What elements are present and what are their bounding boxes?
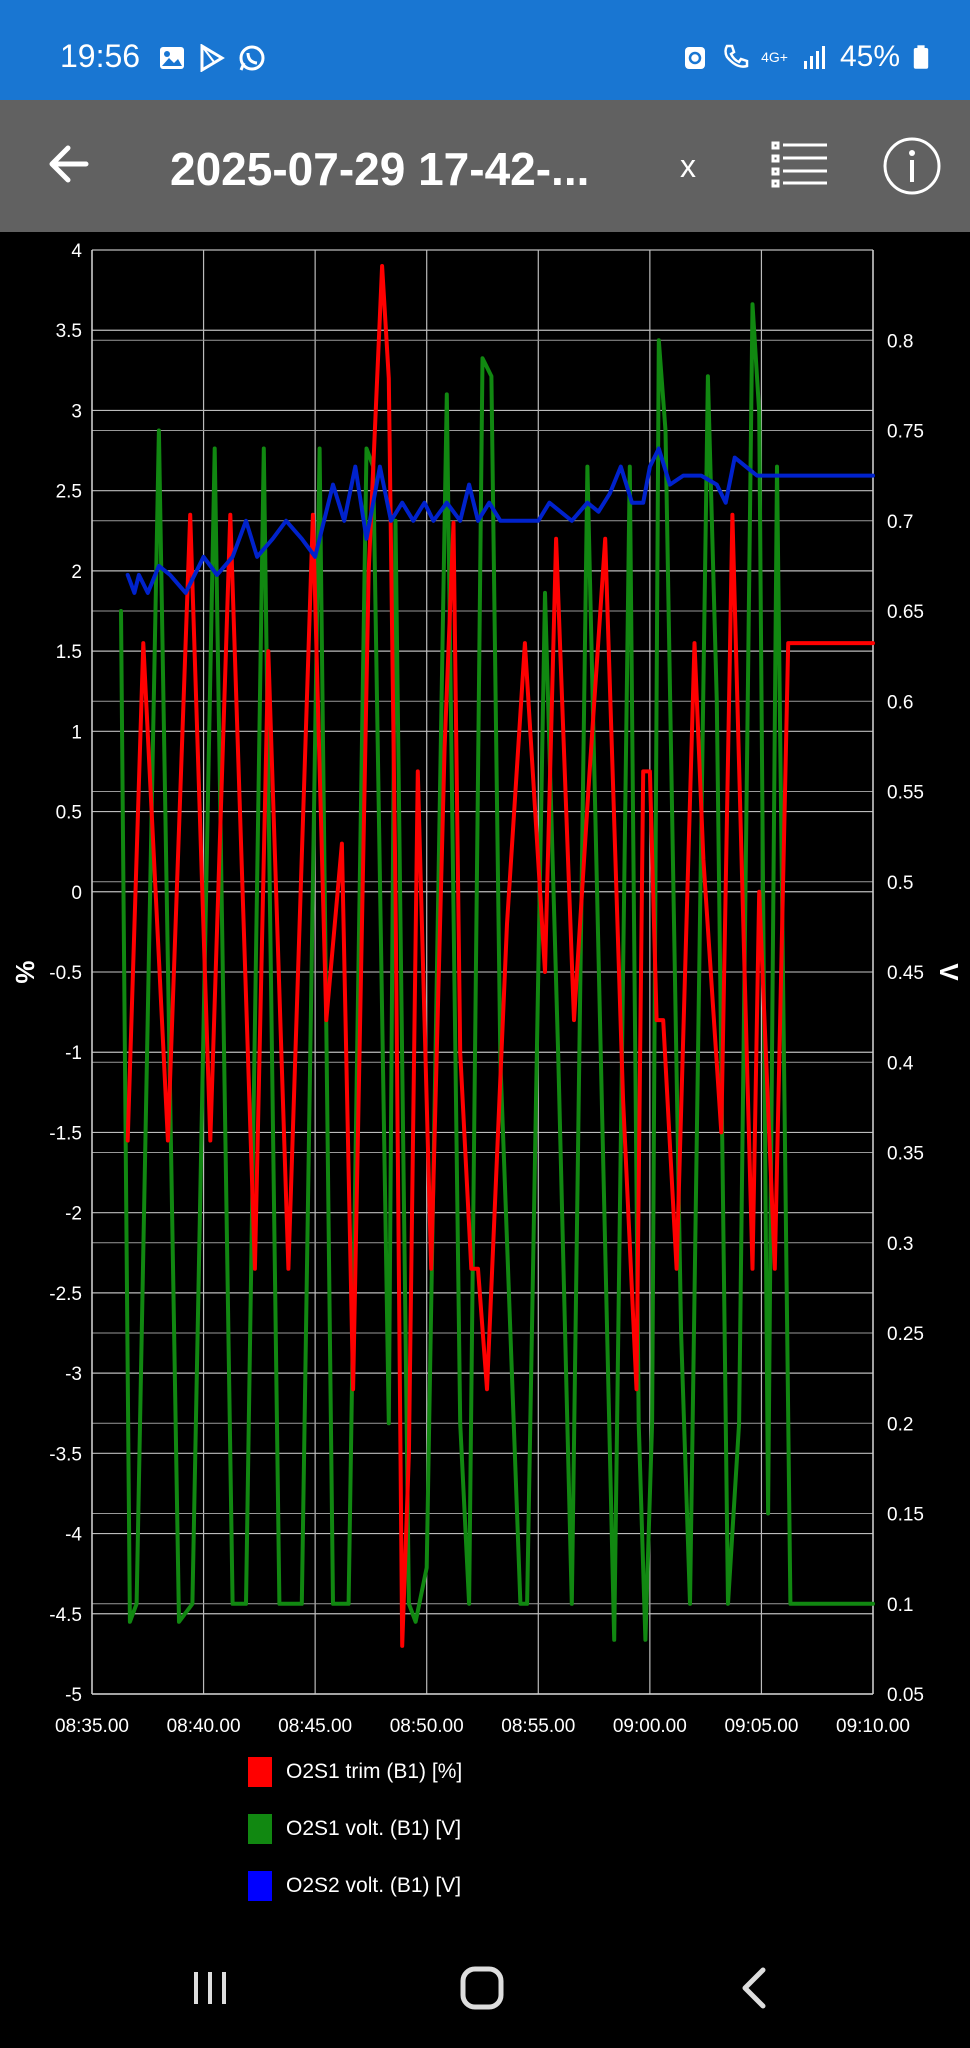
left-tick-label: 1 [71,722,82,743]
left-tick-label: -2.5 [49,1284,82,1305]
left-tick-label: 2.5 [56,482,82,503]
recents-icon [194,1972,226,2004]
right-tick-label: 0.05 [887,1685,924,1706]
network-type: 4G+ [761,49,788,65]
right-tick-label: 0.7 [887,512,913,533]
close-label: x [680,147,696,184]
left-tick-label: -3.5 [49,1444,82,1465]
whatsapp-icon [239,45,265,71]
line-chart[interactable]: 08:35.00 08:40.00 08:45.00 08:50.00 08:55.00… [0,232,970,1752]
legend-label: O2S1 volt. (B1) [V] [286,1817,462,1840]
right-tick-label: 0.45 [887,963,924,984]
legend-item: O2S1 volt. (B1) [V] [248,1805,462,1853]
right-tick-label: 0.75 [887,422,924,443]
left-tick-label: 3 [71,401,82,422]
navigation-bar [0,1920,970,2048]
info-button[interactable] [880,134,944,198]
nav-back-button[interactable] [714,1948,794,2028]
info-icon [883,137,941,195]
left-tick-label: -4.5 [49,1605,82,1626]
right-tick-label: 0.3 [887,1234,913,1255]
back-button[interactable] [36,132,100,196]
right-tick-label: 0.2 [887,1414,913,1435]
legend-label: O2S2 volt. (B1) [V] [286,1874,462,1897]
back-arrow-icon [49,145,89,183]
left-tick-label: -3 [65,1364,82,1385]
app-bar: 2025-07-29 17-42-... x [0,100,970,232]
notification-icons [158,44,266,72]
right-tick-label: 0.55 [887,783,924,804]
right-tick-label: 0.1 [887,1595,913,1616]
legend-item: O2S1 trim (B1) [%] [248,1748,462,1796]
recycle-icon [685,47,706,69]
left-tick-label: 2 [71,562,82,583]
page-title: 2025-07-29 17-42-... [170,143,590,195]
legend-label: O2S1 trim (B1) [%] [286,1760,463,1783]
x-tick-label: 08:55.00 [501,1716,575,1737]
battery-percent: 45% [839,40,900,73]
play-store-icon [200,44,225,72]
right-tick-label: 0.65 [887,602,924,623]
x-tick-label: 08:50.00 [390,1716,464,1737]
left-tick-label: -4 [65,1525,82,1546]
call-icon [724,44,749,68]
status-time: 19:56 [60,38,141,74]
x-tick-label: 09:10.00 [836,1716,910,1737]
left-tick-label: 0.5 [56,803,82,824]
gallery-icon [160,47,184,69]
left-tick-label: 1.5 [56,642,82,663]
list-button[interactable] [768,134,832,194]
left-tick-label: -1.5 [49,1123,82,1144]
right-tick-label: 0.5 [887,873,913,894]
right-tick-label: 0.8 [887,331,913,352]
recents-button[interactable] [170,1948,250,2028]
right-axis-label: V [934,963,964,981]
close-button[interactable]: x [664,138,712,194]
system-icons: 4G+ 45% [681,40,930,74]
right-tick-label: 0.4 [887,1053,914,1074]
legend-item: O2S2 volt. (B1) [V] [248,1862,462,1910]
left-tick-label: -1 [65,1043,82,1064]
home-button[interactable] [442,1948,522,2028]
x-tick-label: 08:45.00 [278,1716,352,1737]
left-tick-label: 0 [71,883,82,904]
left-tick-label: 3.5 [56,321,82,342]
home-icon [460,1966,504,2010]
left-axis-label: % [10,960,40,983]
right-tick-label: 0.15 [887,1505,924,1526]
left-tick-label: -5 [65,1685,82,1706]
chart-area[interactable]: 08:35.00 08:40.00 08:45.00 08:50.00 08:55.00… [0,232,970,1872]
x-tick-label: 08:40.00 [167,1716,241,1737]
signal-icon [803,46,825,69]
status-bar: 19:56 4G+ 45% [0,0,970,100]
x-tick-label: 09:00.00 [613,1716,687,1737]
legend-swatch-green [248,1814,272,1844]
right-tick-label: 0.35 [887,1144,924,1165]
right-tick-label: 0.25 [887,1324,924,1345]
list-icon [771,141,827,188]
right-tick-label: 0.6 [887,692,913,713]
nav-back-icon [742,1967,766,2009]
left-tick-label: -0.5 [49,963,82,984]
series-line-0 [125,264,875,1648]
legend-swatch-blue [248,1871,272,1901]
legend-swatch-red [248,1757,272,1787]
left-tick-label: 4 [71,241,82,262]
x-tick-label: 08:35.00 [55,1716,129,1737]
left-tick-label: -2 [65,1204,82,1225]
series-line-2 [125,446,875,595]
x-tick-label: 09:05.00 [724,1716,798,1737]
chart-legend: O2S1 trim (B1) [%] O2S1 volt. (B1) [V] O… [248,1748,462,1919]
battery-icon [913,45,929,69]
